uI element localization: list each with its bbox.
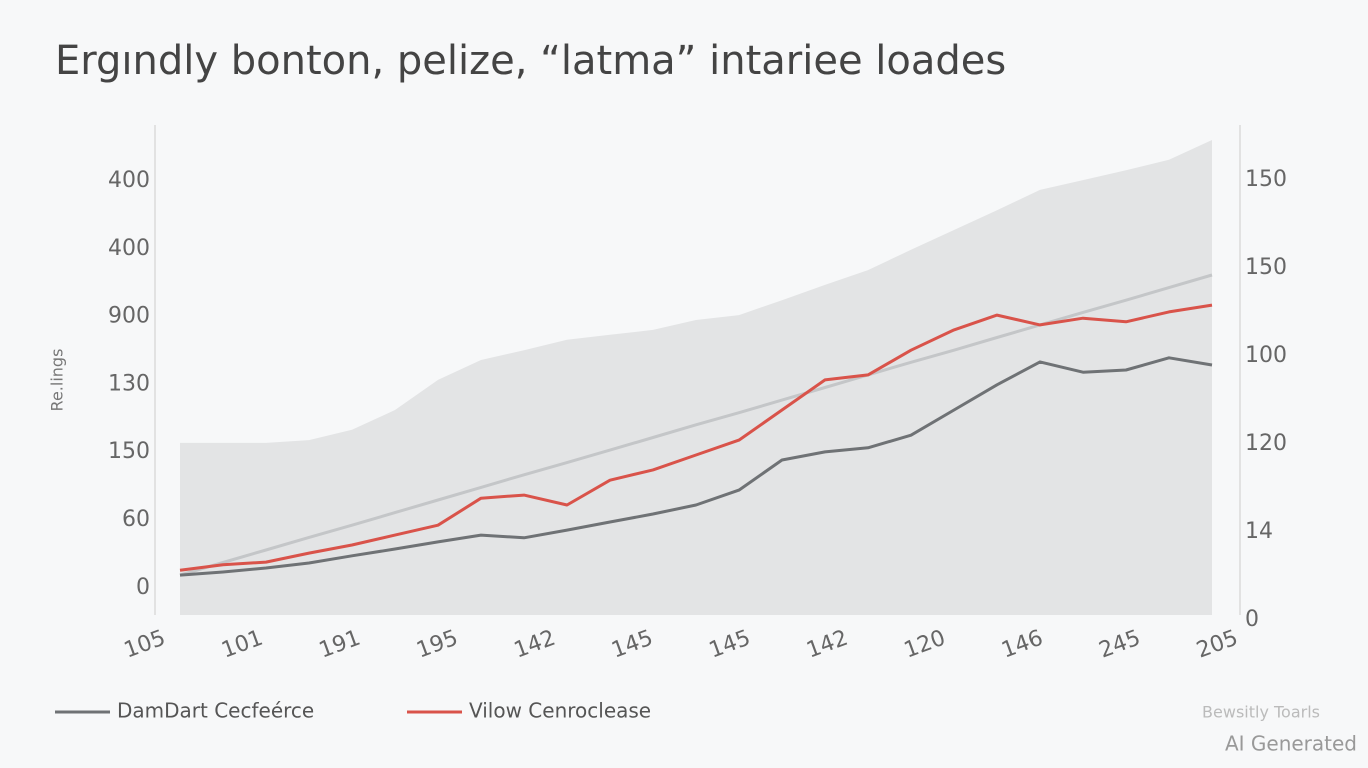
left-axis-label: 150 [108, 439, 150, 464]
watermark: AI Generated [1225, 732, 1357, 756]
legend-label: DamDart Cecfeérce [117, 699, 314, 723]
right-axis-label: 14 [1245, 519, 1273, 544]
left-axis-label: 0 [136, 575, 150, 600]
right-axis-label: 100 [1245, 343, 1287, 368]
line [179, 303, 1213, 572]
right-axis-label: 120 [1245, 431, 1287, 456]
right-axis-label: 150 [1245, 167, 1287, 192]
right-axis-label: 150 [1245, 255, 1287, 280]
left-axis-label: 60 [122, 507, 150, 532]
legend-label: Vilow Cenroclease [469, 699, 651, 723]
left-axis-label: 400 [108, 168, 150, 193]
area [180, 140, 1212, 615]
line [179, 356, 1213, 577]
left-axis-label: 130 [108, 371, 150, 396]
left-axis-label: 400 [108, 236, 150, 261]
y-axis-label: Re.lings [48, 349, 67, 412]
right-axis-label: 0 [1245, 607, 1259, 632]
left-axis-label: 900 [108, 304, 150, 329]
chart-title: Ergındly bonton, pelize, “latma” intarie… [55, 38, 1006, 84]
source: Bewsitly Toarls [1202, 703, 1320, 722]
